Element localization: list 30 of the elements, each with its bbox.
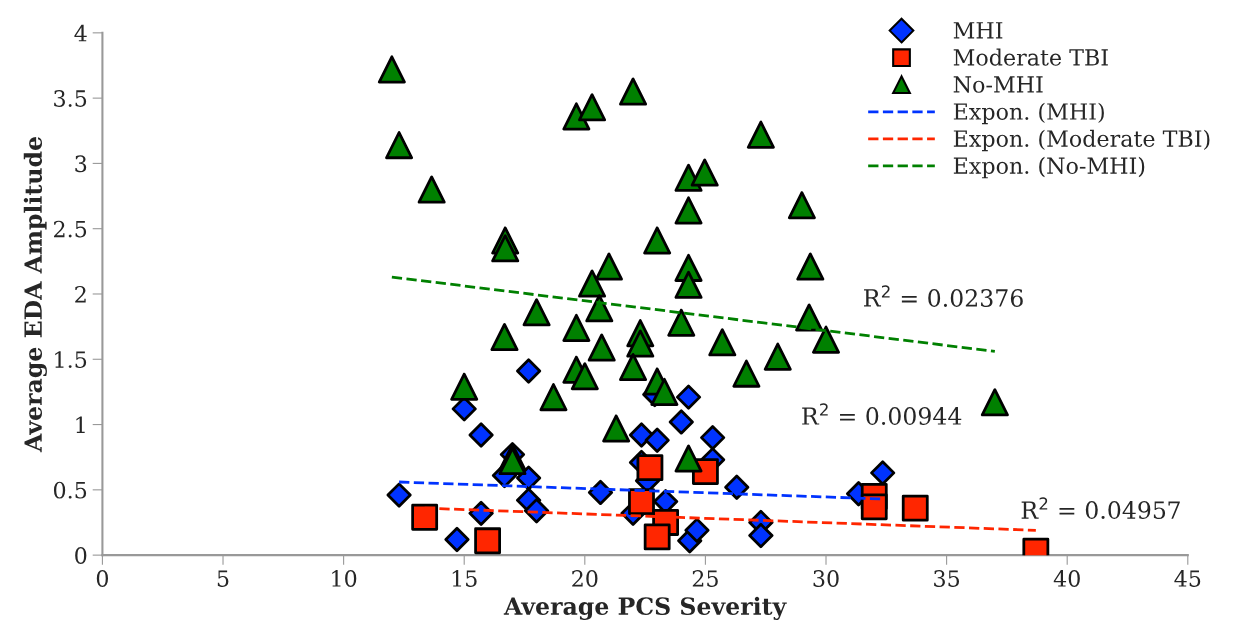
y-tick-label: 1.5 <box>55 351 87 369</box>
y-tick-label: 4 <box>74 24 87 42</box>
y-tick-label: 0.5 <box>53 481 87 499</box>
y-tick-label: 3 <box>75 155 87 173</box>
y-tick-label: 1 <box>76 416 85 433</box>
x-tick-label: 25 <box>692 570 718 587</box>
legend-label: MHI <box>953 22 1003 39</box>
annotation: R$^{2}$ = 0.04957 <box>1021 497 1180 519</box>
annotation: R$^{2}$ = 0.02376 <box>864 285 1023 307</box>
x-tick-label: 5 <box>217 570 229 587</box>
x-axis-title: Average PCS Severity <box>503 596 787 620</box>
legend-label: Expon. (No-MHI) <box>953 156 1145 179</box>
y-tick-label: 2.5 <box>54 220 87 238</box>
legend-label: Expon. (Moderate TBI) <box>953 129 1210 152</box>
x-tick-label: 45 <box>1174 570 1201 587</box>
y-tick-label: 0 <box>75 547 87 564</box>
legend-label: No-MHI <box>953 76 1043 93</box>
legend-label: Expon. (MHI) <box>953 102 1104 125</box>
legend-label: Moderate TBI <box>953 48 1108 66</box>
x-tick-label: 0 <box>96 570 109 587</box>
x-tick-label: 15 <box>452 570 477 587</box>
y-axis-title: Average EDA Amplitude <box>23 137 47 453</box>
x-tick-label: 35 <box>934 570 960 587</box>
x-tick-label: 20 <box>572 570 598 587</box>
x-tick-label: 10 <box>332 570 357 587</box>
x-tick-label: 30 <box>813 570 839 587</box>
y-tick-label: 2 <box>75 285 86 303</box>
y-tick-label: 3.5 <box>54 90 87 107</box>
x-tick-label: 40 <box>1053 570 1080 587</box>
annotation: R$^{2}$ = 0.00944 <box>802 403 962 425</box>
